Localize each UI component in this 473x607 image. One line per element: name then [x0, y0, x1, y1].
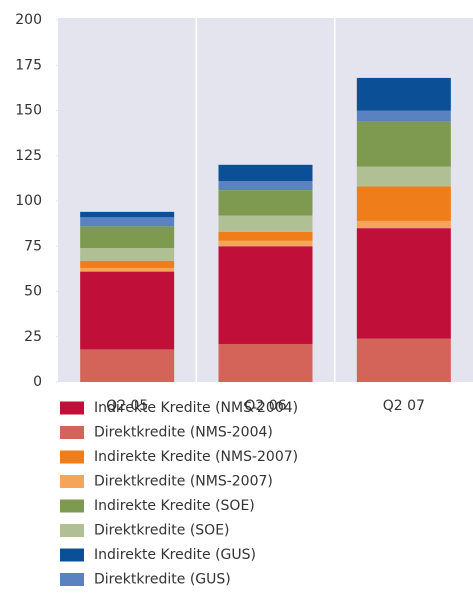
x-tick-label: Q2 05	[106, 398, 148, 414]
y-tick-label: 200	[15, 12, 42, 28]
bar-segment	[80, 248, 175, 261]
bar-segment	[80, 260, 175, 268]
y-tick-label: 50	[24, 284, 42, 300]
x-tick-label: Q2 07	[383, 398, 425, 414]
y-tick-label: 175	[15, 57, 42, 73]
bar-segment	[356, 338, 451, 382]
y-tick-label: 75	[24, 238, 42, 254]
bar-segment	[356, 166, 451, 187]
x-tick-label: Q2 06	[244, 398, 286, 414]
legend-swatch	[60, 475, 84, 488]
legend-swatch	[60, 499, 84, 513]
y-tick-label: 25	[24, 329, 42, 345]
bar-segment	[218, 215, 313, 232]
legend-swatch	[60, 573, 84, 586]
bar-segment	[218, 343, 313, 382]
bar-segment	[356, 110, 451, 122]
bar-segment	[80, 271, 175, 350]
legend-swatch	[60, 426, 84, 439]
legend-label: Direktkredite (GUS)	[94, 572, 231, 588]
bar-segment	[80, 267, 175, 272]
bar-segment	[356, 77, 451, 111]
bar-segment	[218, 231, 313, 241]
bar-segment	[80, 226, 175, 249]
legend-swatch	[60, 450, 84, 464]
y-tick-label: 125	[15, 148, 42, 164]
legend-label: Indirekte Kredite (NMS-2007)	[94, 449, 298, 465]
legend-label: Indirekte Kredite (NMS-2004)	[94, 400, 298, 416]
bar-segment	[218, 240, 313, 247]
bar-segment	[80, 211, 175, 218]
bar-segment	[80, 217, 175, 227]
bar-segment	[80, 349, 175, 382]
y-tick-label: 100	[15, 193, 42, 209]
y-tick-label: 150	[15, 103, 42, 119]
bar-segment	[356, 121, 451, 167]
bar-segment	[218, 246, 313, 344]
legend-swatch	[60, 524, 84, 537]
bar-segment	[356, 228, 451, 339]
bar-segment	[218, 190, 313, 216]
legend-label: Direktkredite (NMS-2007)	[94, 474, 273, 490]
legend-label: Indirekte Kredite (SOE)	[94, 498, 255, 514]
bar-segment	[218, 164, 313, 182]
bar-segment	[218, 181, 313, 191]
legend-label: Direktkredite (NMS-2004)	[94, 425, 273, 441]
y-tick-label: 0	[33, 374, 42, 390]
bar-segment	[356, 186, 451, 221]
legend-swatch	[60, 548, 84, 562]
legend-label: Direktkredite (SOE)	[94, 523, 230, 539]
bar-segment	[356, 220, 451, 229]
legend-label: Indirekte Kredite (GUS)	[94, 547, 256, 563]
legend-swatch	[60, 401, 84, 415]
